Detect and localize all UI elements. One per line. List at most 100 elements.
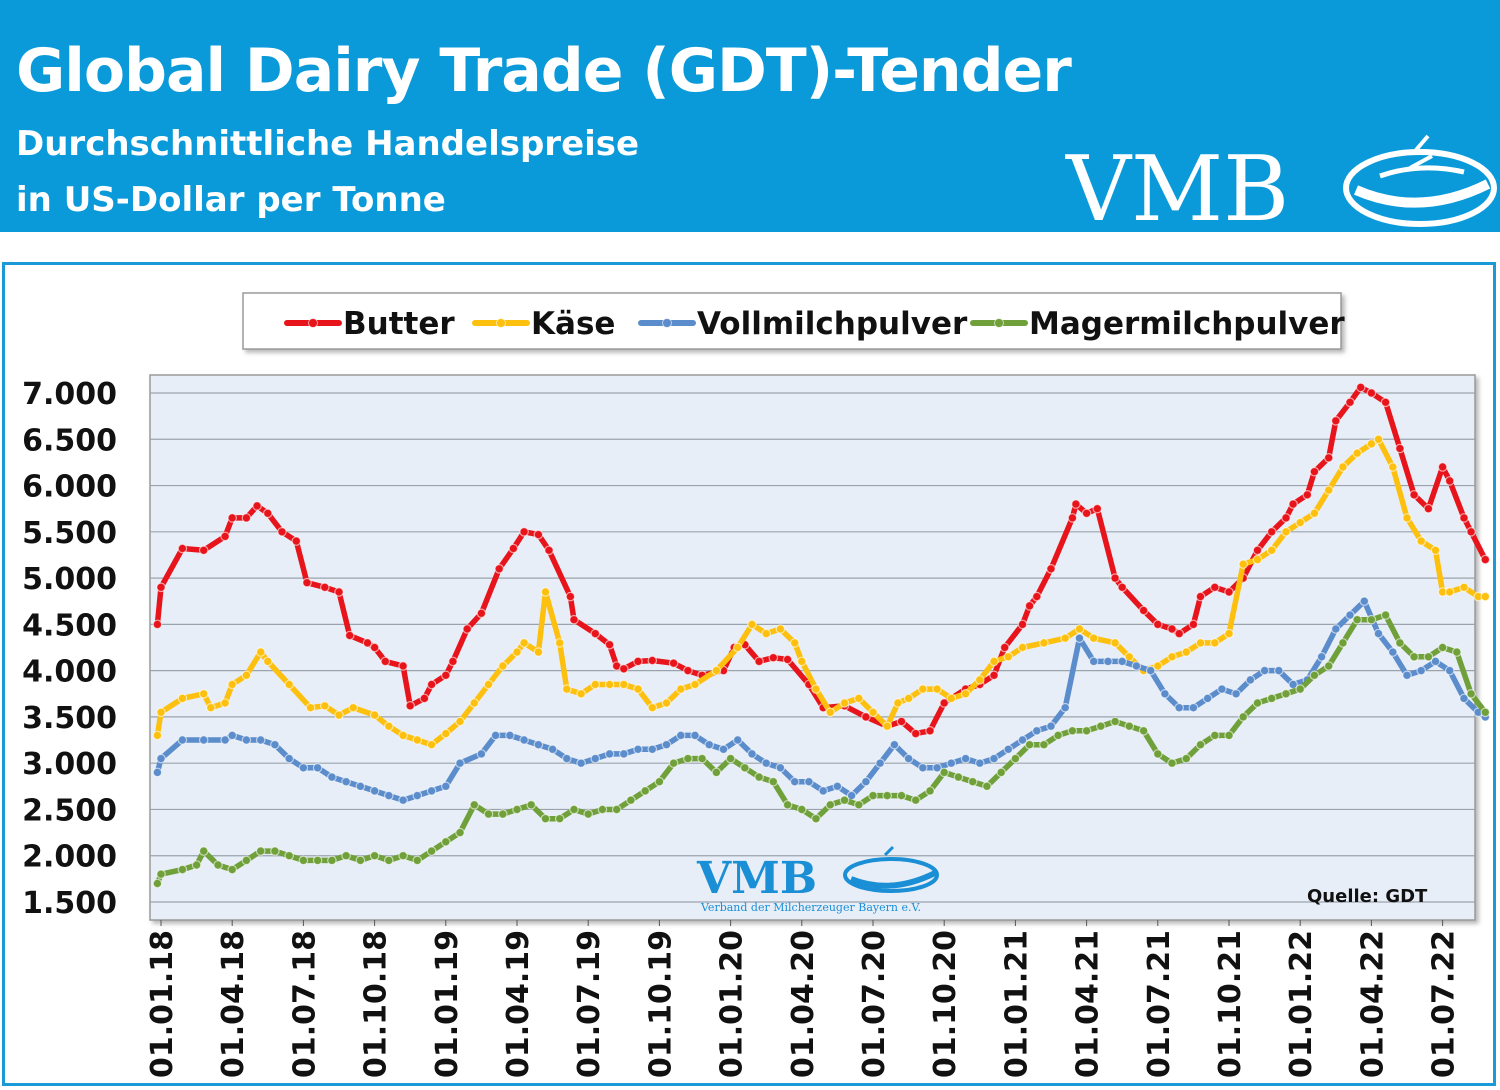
data-point	[262, 656, 273, 667]
data-point	[1039, 739, 1049, 750]
data-point	[198, 735, 209, 745]
data-point	[1174, 628, 1184, 639]
data-point	[369, 850, 380, 861]
data-point	[1138, 725, 1149, 736]
y-tick-label: 2.000	[22, 840, 117, 875]
data-point	[220, 531, 230, 542]
data-point	[455, 716, 465, 727]
data-point	[1480, 591, 1491, 602]
data-point	[440, 728, 451, 739]
data-point	[960, 688, 971, 699]
legend-item-vollmilchpulver: Vollmilchpulver	[638, 306, 968, 342]
legend-item-käse: Käse	[472, 306, 615, 342]
data-point	[789, 776, 800, 787]
data-point	[533, 739, 544, 750]
data-point	[654, 776, 665, 787]
data-point	[996, 767, 1006, 778]
data-point	[583, 809, 593, 819]
data-point	[811, 684, 821, 694]
y-tick-label: 4.000	[22, 655, 117, 690]
data-point	[1238, 559, 1248, 569]
data-point	[903, 753, 914, 764]
data-point	[1210, 730, 1220, 741]
data-point	[1366, 388, 1377, 398]
watermark-swoosh-icon	[843, 845, 939, 893]
data-point	[547, 744, 558, 755]
vmb-logo-swoosh-icon	[1343, 134, 1497, 227]
data-point	[220, 698, 230, 708]
data-point	[277, 526, 287, 537]
data-point	[1452, 647, 1462, 657]
data-point	[896, 790, 907, 801]
y-tick-label: 4.500	[22, 608, 117, 643]
data-point	[426, 679, 437, 690]
data-point	[284, 850, 294, 861]
data-point	[1131, 661, 1142, 671]
data-point	[1074, 633, 1085, 643]
data-point	[633, 744, 643, 755]
data-point	[1003, 744, 1014, 755]
data-point	[1366, 439, 1377, 449]
data-point	[469, 799, 480, 810]
data-point	[825, 707, 836, 718]
data-point	[1153, 661, 1163, 671]
header-banner: Global Dairy Trade (GDT)-Tender Durchsch…	[0, 0, 1500, 232]
data-point	[334, 710, 344, 720]
data-point	[426, 846, 437, 856]
data-point	[1302, 490, 1313, 500]
data-point	[241, 670, 252, 681]
data-point	[932, 762, 942, 773]
data-point	[1210, 582, 1220, 593]
data-point	[1295, 684, 1305, 694]
data-point	[1355, 382, 1366, 393]
data-point	[1402, 513, 1412, 523]
data-point	[1017, 619, 1028, 630]
data-point	[198, 688, 209, 699]
data-point	[910, 795, 921, 805]
data-point	[604, 639, 615, 650]
vmb-logo-text: VMB	[1065, 137, 1289, 232]
data-point	[839, 698, 850, 708]
y-tick-label: 7.000	[22, 377, 117, 412]
x-tick-label: 01.01.20	[715, 930, 750, 1078]
data-point	[305, 702, 316, 713]
data-point	[974, 758, 985, 768]
data-point	[519, 735, 529, 745]
data-point	[1373, 434, 1384, 445]
data-point	[1010, 753, 1021, 764]
data-point	[1046, 563, 1056, 574]
data-point	[1323, 453, 1334, 463]
legend: Butter Käse Vollmilchpulver Magermilchpulve…	[242, 292, 1345, 350]
data-point	[227, 679, 237, 690]
data-point	[1181, 753, 1192, 764]
data-point	[999, 642, 1010, 653]
data-point	[227, 730, 237, 741]
data-point	[1423, 651, 1434, 662]
data-point	[775, 762, 786, 773]
data-point	[1323, 485, 1334, 495]
data-point	[1231, 688, 1241, 699]
legend-swatch-marker	[496, 318, 506, 328]
data-point	[369, 710, 380, 720]
data-point	[1295, 517, 1305, 528]
data-point	[348, 702, 358, 713]
data-point	[344, 630, 355, 641]
data-point	[1266, 545, 1277, 556]
data-point	[882, 790, 892, 801]
data-point	[1323, 661, 1334, 671]
data-point	[1053, 730, 1063, 741]
data-point	[1352, 448, 1362, 458]
source-note: Quelle: GDT	[1307, 886, 1428, 907]
data-point	[1071, 499, 1081, 509]
data-point	[939, 698, 949, 708]
data-point	[747, 749, 757, 759]
data-point	[1352, 614, 1362, 625]
data-point	[362, 638, 373, 648]
data-point	[1017, 735, 1028, 745]
series-layer	[152, 382, 1491, 889]
data-point	[1345, 397, 1355, 408]
data-point	[747, 619, 757, 630]
data-point	[284, 679, 294, 690]
data-point	[152, 730, 163, 741]
data-point	[1309, 508, 1320, 519]
